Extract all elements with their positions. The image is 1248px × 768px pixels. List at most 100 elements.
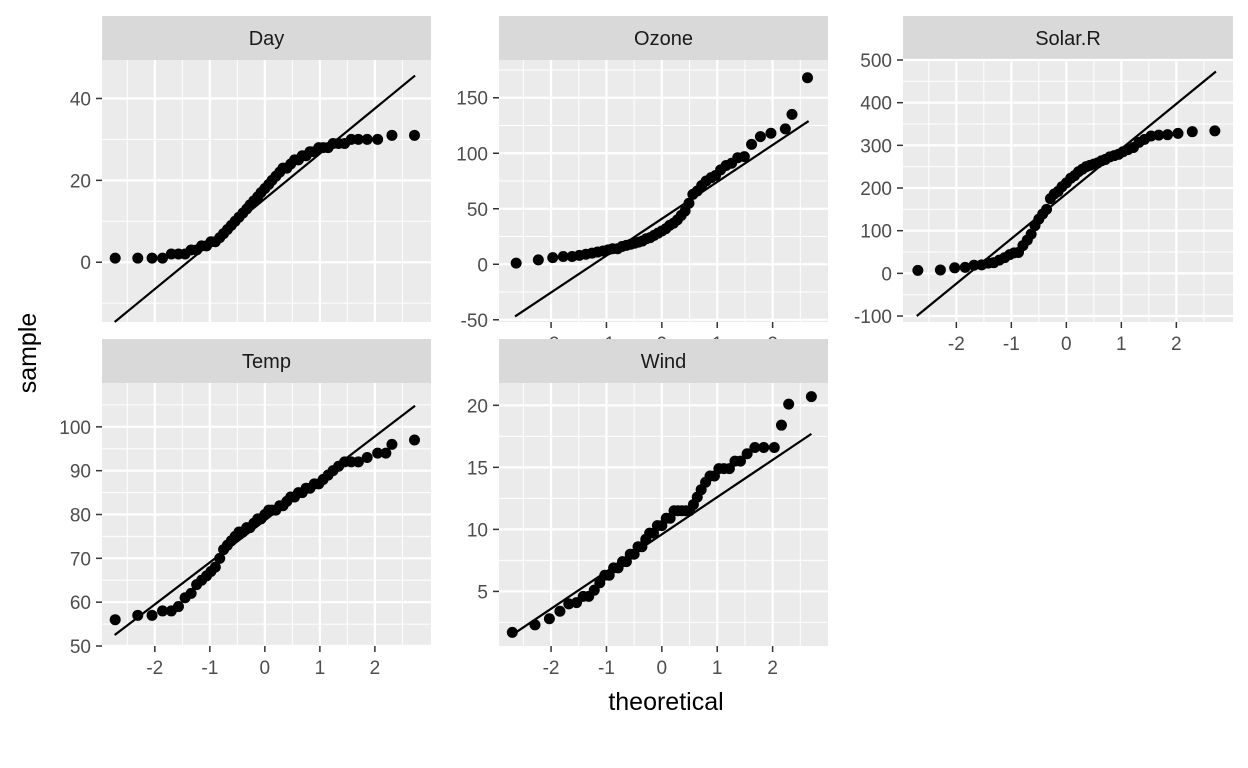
y-tick-label: 500 — [860, 51, 892, 72]
data-point — [386, 129, 398, 141]
data-point — [758, 442, 770, 454]
data-point — [380, 447, 392, 459]
data-point — [146, 609, 158, 621]
data-point — [532, 254, 544, 266]
data-point — [802, 72, 814, 84]
facet-panel-wind: Wind 5 10 15 20 -2 -1 0 1 2 — [467, 339, 828, 679]
x-tick-label: 1 — [1116, 334, 1127, 355]
data-point — [557, 251, 569, 262]
data-point — [132, 252, 144, 264]
data-point — [1186, 126, 1198, 138]
data-point — [510, 257, 522, 269]
data-point — [209, 561, 221, 573]
y-tick-label: 50 — [467, 200, 488, 221]
data-point — [554, 605, 566, 617]
data-point — [352, 133, 364, 145]
data-point — [783, 398, 795, 410]
facet-strip-title: Wind — [641, 351, 687, 373]
data-point — [775, 419, 787, 431]
qq-reference-line — [511, 432, 812, 636]
data-point — [543, 613, 555, 625]
y-tick-label: -100 — [854, 307, 892, 328]
facet-strip — [903, 16, 1233, 60]
y-tick-label: 100 — [59, 418, 91, 439]
x-tick-label: 1 — [315, 658, 326, 679]
x-tick-label: 0 — [657, 658, 668, 679]
data-point — [386, 438, 398, 450]
x-tick-label: -2 — [146, 658, 163, 679]
y-tick-label: 20 — [70, 171, 91, 192]
data-point — [157, 252, 169, 264]
data-point — [109, 614, 121, 626]
y-tick-label: 90 — [70, 462, 91, 483]
data-point — [408, 434, 420, 446]
y-tick-label: 150 — [456, 89, 488, 110]
data-point — [361, 452, 373, 464]
x-tick-label: 2 — [1171, 334, 1182, 355]
x-tick-label: 0 — [1061, 334, 1072, 355]
x-tick-label: -2 — [543, 658, 560, 679]
data-point — [132, 609, 144, 621]
data-point — [746, 138, 758, 150]
y-tick-label: 10 — [467, 520, 488, 541]
facet-strip-title: Solar.R — [1035, 28, 1101, 50]
data-point — [786, 108, 798, 120]
y-tick-label: 80 — [70, 506, 91, 527]
y-tick-label: 20 — [467, 396, 488, 417]
data-point — [949, 262, 961, 274]
data-point — [768, 442, 780, 454]
data-point — [372, 447, 384, 459]
y-tick-label: 400 — [860, 94, 892, 115]
facet-strip — [499, 16, 828, 60]
data-point — [805, 391, 817, 403]
y-axis-title: sample — [14, 313, 42, 394]
x-tick-label: 2 — [767, 658, 778, 679]
data-point — [754, 131, 766, 143]
x-tick-label: 2 — [370, 658, 381, 679]
data-point — [214, 552, 226, 564]
facet-strip-title: Temp — [242, 351, 291, 373]
data-point — [529, 619, 541, 631]
data-point — [741, 448, 753, 460]
data-point — [185, 587, 197, 599]
y-tick-label: 50 — [70, 637, 91, 658]
facet-strip — [102, 16, 431, 60]
y-tick-label: 0 — [477, 255, 488, 276]
data-point — [738, 151, 750, 163]
y-tick-label: 70 — [70, 549, 91, 570]
data-point — [547, 252, 559, 264]
data-point — [1172, 127, 1184, 139]
x-tick-label: -1 — [201, 658, 218, 679]
qq-reference-line — [514, 120, 810, 318]
data-point — [912, 264, 924, 276]
data-point — [1162, 129, 1174, 141]
x-tick-label: -2 — [948, 334, 965, 355]
facet-panel-day: Day 0 20 40 — [70, 16, 431, 323]
data-point — [934, 264, 946, 276]
data-point — [172, 601, 184, 613]
data-point — [734, 455, 746, 467]
data-point — [352, 456, 364, 468]
x-tick-label: -1 — [1003, 334, 1020, 355]
data-point — [1025, 228, 1037, 240]
data-point — [779, 123, 791, 135]
y-tick-label: 100 — [456, 144, 488, 165]
facet-panel-solar-r: Solar.R -100 0 100 200 300 400 500 -2 -1 0 1 2 — [854, 16, 1233, 355]
qq-reference-line — [113, 74, 416, 323]
y-tick-label: 40 — [70, 89, 91, 110]
data-point — [749, 442, 761, 454]
facet-panel-temp: Temp 50 60 70 80 90 100 -2 -1 0 1 2 — [59, 339, 431, 679]
data-point — [1041, 203, 1053, 215]
data-point — [372, 133, 384, 145]
data-point — [146, 252, 158, 264]
x-axis-title: theoretical — [608, 688, 723, 716]
data-point — [157, 605, 169, 617]
y-tick-label: 5 — [477, 582, 488, 603]
x-tick-label: 1 — [712, 658, 723, 679]
y-tick-label: 200 — [860, 179, 892, 200]
data-point — [959, 261, 971, 273]
facet-strip — [499, 339, 828, 383]
facet-strip — [102, 339, 431, 383]
